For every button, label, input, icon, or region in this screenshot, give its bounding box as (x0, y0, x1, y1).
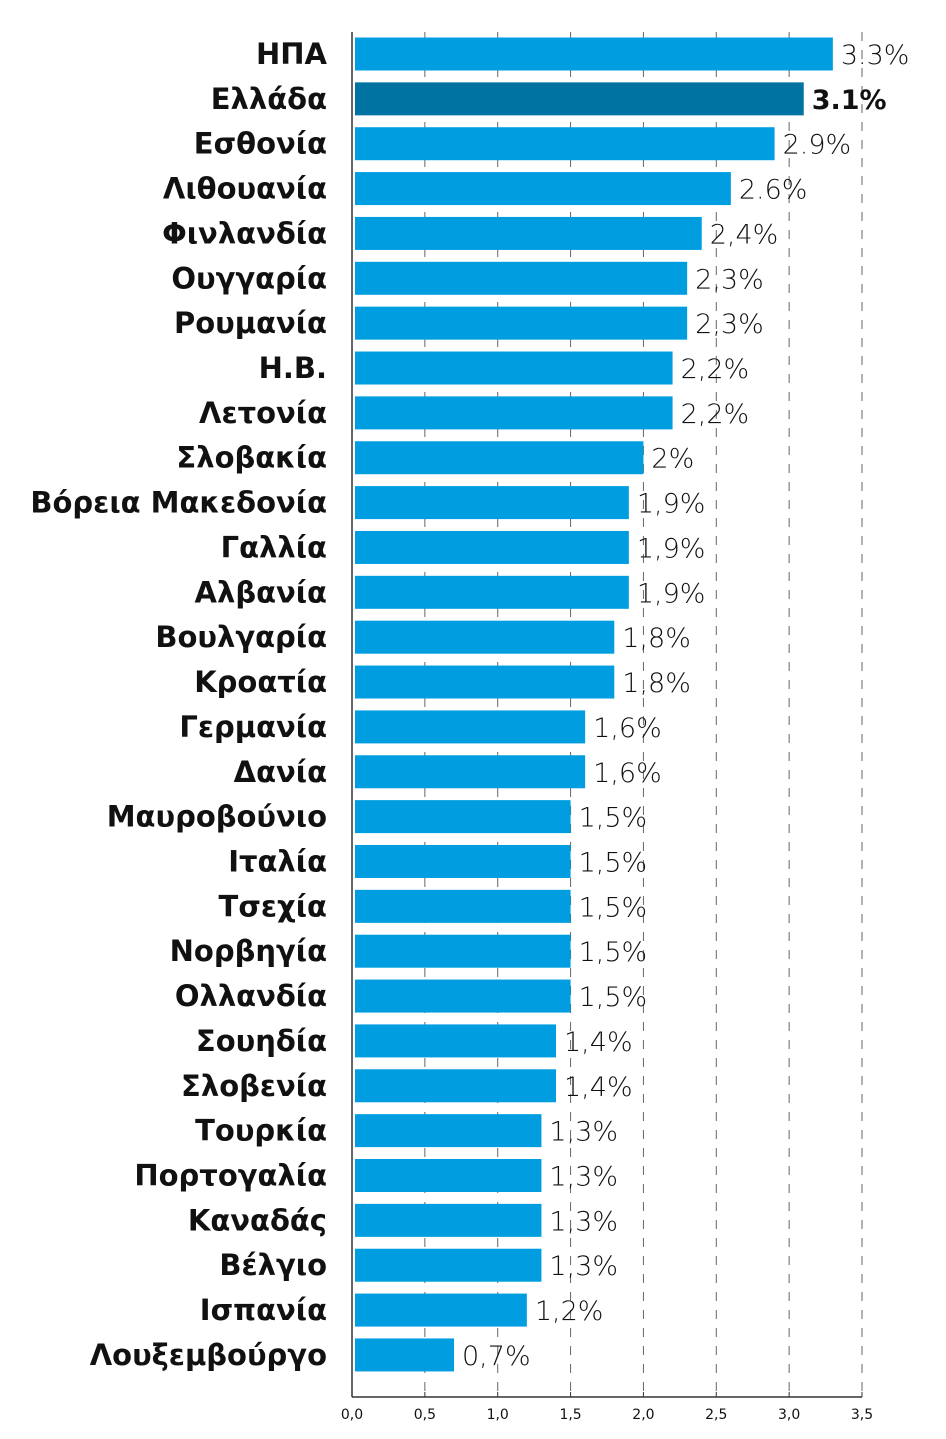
bar (355, 889, 571, 923)
data-label: 1,5% (579, 803, 648, 834)
category-label: Σλοβενία (181, 1069, 327, 1103)
data-label: 1,2% (535, 1296, 604, 1327)
bar (355, 351, 673, 385)
data-label: 2,2% (681, 399, 750, 430)
bar (355, 261, 688, 295)
x-tick-label: 3,5 (851, 1407, 873, 1423)
bar (355, 1293, 527, 1327)
data-label: 2,4% (710, 219, 779, 250)
bar (355, 979, 571, 1013)
data-label: 1,3% (549, 1117, 618, 1148)
data-label: 2,2% (681, 354, 750, 385)
bar (355, 1248, 542, 1282)
bar (355, 1024, 556, 1058)
data-label: 1,5% (579, 982, 648, 1013)
bar (355, 396, 673, 430)
bar (355, 1338, 454, 1372)
bar (355, 127, 775, 161)
bar (355, 755, 586, 789)
category-label: Τσεχία (219, 889, 327, 923)
category-label: Πορτογαλία (134, 1159, 327, 1193)
category-label: Νορβηγία (170, 934, 327, 968)
data-label: 1,3% (549, 1251, 618, 1282)
category-label: Λουξεμβούργο (90, 1338, 327, 1372)
category-label: Βέλγιο (219, 1248, 327, 1282)
category-label: Λιθουανία (163, 172, 327, 206)
data-label: 2.9% (783, 130, 852, 161)
category-label: Ισπανία (200, 1293, 327, 1327)
bar (355, 82, 804, 116)
data-label: 1,9% (637, 489, 706, 520)
data-label: 1,5% (579, 847, 648, 878)
bar (355, 530, 629, 564)
data-label: 3.3% (841, 40, 910, 71)
data-label: 1,5% (579, 892, 648, 923)
bar (355, 1069, 556, 1103)
bar (355, 37, 833, 71)
bar (355, 486, 629, 520)
data-label: 0,7% (462, 1341, 531, 1372)
bar (355, 710, 586, 744)
bar (355, 1203, 542, 1237)
category-label: Ρουμανία (174, 306, 327, 340)
data-label: 2.6% (739, 175, 808, 206)
bar (355, 934, 571, 968)
x-tick-label: 1,0 (487, 1407, 509, 1423)
bar (355, 575, 629, 609)
data-label: 2,3% (695, 309, 764, 340)
category-label: Ουγγαρία (171, 261, 327, 295)
category-label: Σουηδία (196, 1024, 327, 1058)
data-label: 1,9% (637, 533, 706, 564)
category-label: Δανία (234, 755, 327, 789)
x-tick-label: 0,5 (414, 1407, 436, 1423)
category-label: Ολλανδία (175, 979, 327, 1013)
category-label: Λετονία (199, 396, 327, 430)
category-label: Ιταλία (228, 844, 327, 878)
data-label: 2,3% (695, 264, 764, 295)
category-label: ΗΠΑ (256, 37, 328, 71)
category-label: Μαυροβούνιο (107, 800, 327, 834)
data-label: 1,8% (622, 668, 691, 699)
bar (355, 441, 644, 475)
data-label: 1,3% (549, 1162, 618, 1193)
category-label: Γαλλία (221, 530, 327, 564)
data-label: 1,9% (637, 578, 706, 609)
x-tick-label: 1,5 (559, 1407, 581, 1423)
x-tick-label: 2,5 (705, 1407, 727, 1423)
bar (355, 620, 615, 654)
category-label: Βουλγαρία (155, 620, 327, 654)
bar (355, 306, 688, 340)
category-label: Αλβανία (195, 575, 327, 609)
category-label: Βόρεια Μακεδονία (30, 486, 327, 520)
data-label: 1,6% (593, 713, 662, 744)
bar (355, 1159, 542, 1192)
data-label: 1,4% (564, 1027, 633, 1058)
category-label: Γερμανία (179, 710, 327, 744)
x-tick-label: 3,0 (778, 1407, 800, 1423)
category-label: Η.Β. (259, 351, 327, 385)
category-label: Καναδάς (188, 1203, 327, 1237)
bar (355, 665, 615, 699)
category-label: Φινλανδία (162, 216, 327, 250)
x-tick-label: 0,0 (341, 1407, 363, 1423)
category-label: Κροατία (194, 665, 327, 699)
bar (355, 216, 702, 250)
category-label: Σλοβακία (176, 441, 327, 475)
data-label: 1,8% (622, 623, 691, 654)
bar (355, 172, 731, 206)
bar (355, 800, 571, 834)
data-label: 1,4% (564, 1072, 633, 1103)
data-label: 1,5% (579, 937, 648, 968)
x-tick-label: 2,0 (632, 1407, 654, 1423)
bar (355, 1114, 542, 1148)
data-label: 1,3% (549, 1206, 618, 1237)
category-label: Εσθονία (194, 127, 327, 161)
data-label: 1,6% (593, 758, 662, 789)
category-label: Ελλάδα (211, 82, 327, 116)
bar (355, 844, 571, 878)
data-label: 2% (651, 444, 694, 475)
category-label: Τουρκία (195, 1114, 327, 1148)
data-label: 3.1% (812, 85, 887, 116)
